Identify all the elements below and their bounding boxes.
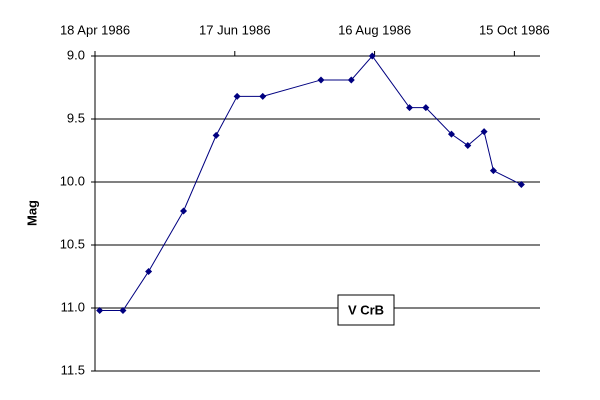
data-point (212, 131, 220, 139)
data-point (317, 76, 325, 84)
data-point (259, 92, 267, 100)
data-point (368, 52, 376, 60)
y-tick-label: 10.5 (60, 236, 85, 251)
y-axis-label: Mag (24, 200, 39, 226)
data-point (233, 92, 241, 100)
x-tick-label: 15 Oct 1986 (479, 22, 550, 37)
data-point (489, 167, 497, 175)
data-point (517, 181, 525, 189)
annotation: V CrB (348, 302, 384, 317)
data-line (99, 55, 522, 312)
data-point (347, 76, 355, 84)
data-point (480, 128, 488, 136)
data-point (180, 207, 188, 215)
data-point (119, 307, 127, 315)
y-tick-label: 11.5 (61, 362, 85, 377)
y-tick-label: 9.5 (67, 110, 85, 125)
x-tick-label: 16 Aug 1986 (338, 22, 411, 37)
data-point (422, 104, 430, 112)
y-tick-label: 9.0 (67, 47, 85, 62)
data-point (406, 104, 414, 112)
data-point (145, 267, 153, 275)
y-tick-label: 10.0 (60, 173, 85, 188)
data-point (447, 130, 455, 138)
data-point (96, 307, 104, 315)
y-tick-label: 11.0 (61, 299, 85, 314)
data-point (464, 141, 472, 149)
x-tick-label: 18 Apr 1986 (60, 22, 130, 37)
annotation-box (337, 294, 395, 326)
x-tick-label: 17 Jun 1986 (199, 22, 271, 37)
